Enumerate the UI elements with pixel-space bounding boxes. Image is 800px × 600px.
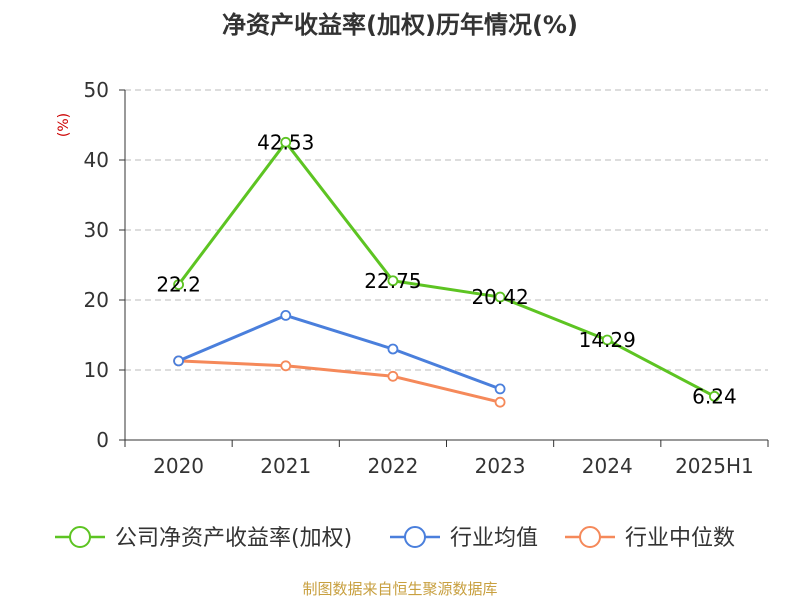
legend-marker [579,526,601,548]
axes: 0 10 20 30 40 50 2020 2021 2022 2023 2024 2025H1 [84,78,769,478]
data-point [494,291,506,303]
data-point [601,334,613,346]
chart-title: 净资产收益率(加权)历年情况(%) [222,11,578,39]
data-point [173,355,184,367]
data-label: 22.2 [156,273,201,297]
data-label: 14.29 [579,328,636,352]
source-note: 制图数据来自恒生聚源数据库 [302,580,497,598]
data-label: 42.53 [257,130,314,154]
series-line [178,359,501,404]
x-tick-label: 2023 [475,454,526,478]
data-label: 20.42 [471,285,528,309]
x-tick-label: 2021 [260,454,311,478]
y-tick-label: 10 [84,358,109,382]
y-axis-label: (%) [56,113,72,137]
data-point [494,396,506,408]
data-point [709,390,720,402]
data-point [494,383,506,395]
y-tick-label: 40 [84,148,109,172]
y-tick-label: 50 [84,78,109,102]
data-labels: 22.2 42.53 22.75 20.42 14.29 6.24 [156,130,736,408]
data-point [387,370,399,382]
legend-label: 行业均值 [450,526,538,551]
data-point [173,279,184,291]
y-tick-label: 30 [84,218,109,242]
legend-marker [69,526,91,548]
series-line [177,140,716,398]
x-tick-label: 2020 [153,454,204,478]
y-tick-label: 0 [96,428,109,452]
data-point [280,360,292,372]
x-tick-label: 2025H1 [675,454,754,478]
legend[interactable]: 公司净资产收益率(加权) 行业均值 行业中位数 [55,526,735,551]
legend-item[interactable]: 行业均值 [390,526,538,551]
series-line [177,313,501,391]
series-lines [173,136,720,408]
data-label: 6.24 [692,384,737,408]
x-tick-label: 2024 [582,454,633,478]
data-point [280,309,292,321]
legend-label: 公司净资产收益率(加权) [115,526,352,551]
data-point [387,275,399,287]
data-point [387,343,399,355]
data-label: 22.75 [364,269,421,293]
y-tick-label: 20 [84,288,109,312]
x-tick-label: 2022 [367,454,418,478]
legend-item[interactable]: 公司净资产收益率(加权) [55,526,352,551]
legend-item[interactable]: 行业中位数 [565,526,735,551]
legend-label: 行业中位数 [625,526,735,551]
legend-marker [404,526,426,548]
data-point [280,136,292,148]
